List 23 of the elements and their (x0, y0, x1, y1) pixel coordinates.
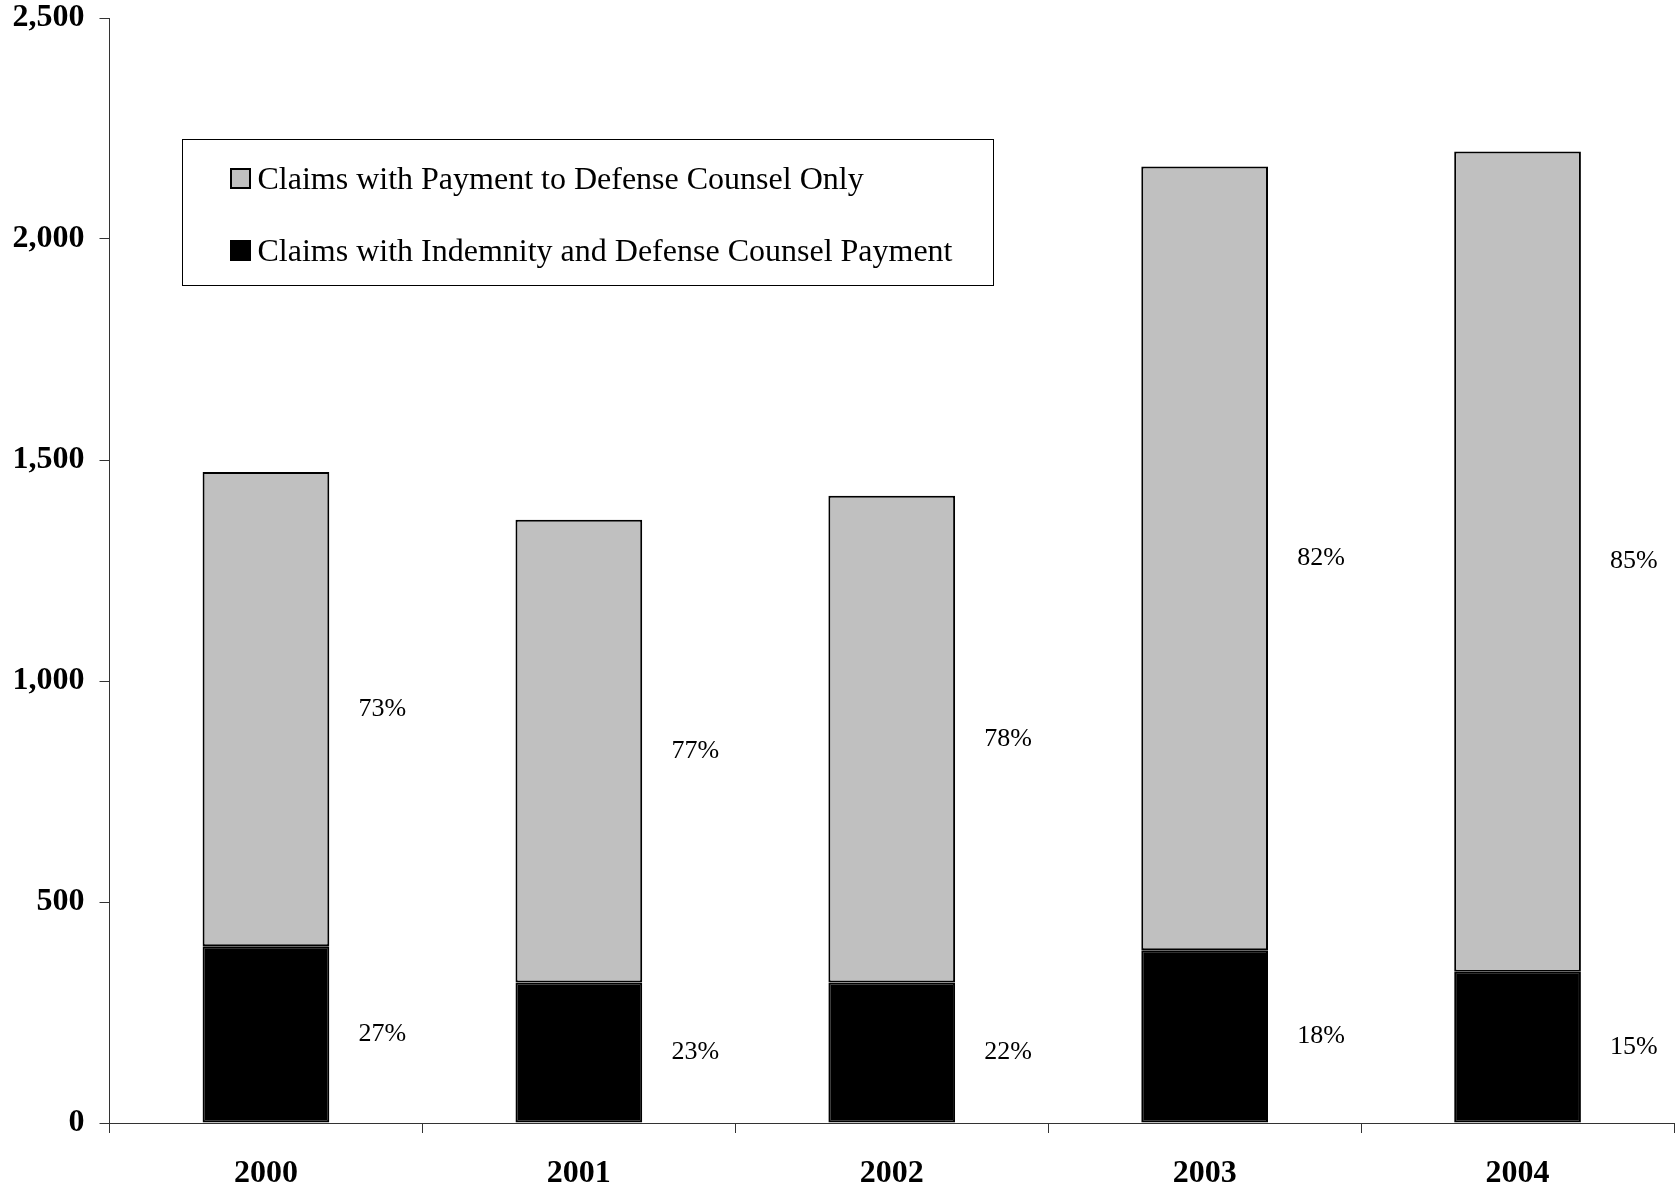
annotation: 15% (1610, 1031, 1658, 1060)
annotation: 85% (1610, 545, 1658, 575)
annotation: 27% (358, 1018, 407, 1048)
x-tick-label: 2000 (233, 1153, 298, 1187)
legend-label: Claims with Payment to Defense Counsel Only (257, 159, 864, 197)
y-tick-label: 2,500 (12, 0, 85, 34)
annotation: 18% (1297, 1020, 1345, 1050)
annotation: 77% (671, 734, 720, 764)
y-tick-label: 1,000 (12, 660, 85, 697)
y-tick-label: 1,500 (12, 439, 85, 476)
x-tick-label: 2002 (859, 1153, 924, 1187)
annotation: 23% (671, 1036, 720, 1066)
x-tick-label: 2001 (546, 1153, 611, 1187)
y-tick-label: 500 (36, 881, 85, 918)
x-tick-label: 2004 (1485, 1153, 1550, 1187)
y-tick-label: 0 (68, 1102, 85, 1139)
y-tick-label: 2,000 (12, 218, 85, 255)
annotation: 82% (1297, 542, 1345, 572)
x-tick-label: 2003 (1172, 1153, 1237, 1187)
annotation: 73% (358, 692, 407, 722)
annotation: 22% (984, 1036, 1032, 1066)
legend-label: Claims with Indemnity and Defense Counsel Payment (257, 231, 953, 269)
annotation: 78% (984, 722, 1032, 752)
